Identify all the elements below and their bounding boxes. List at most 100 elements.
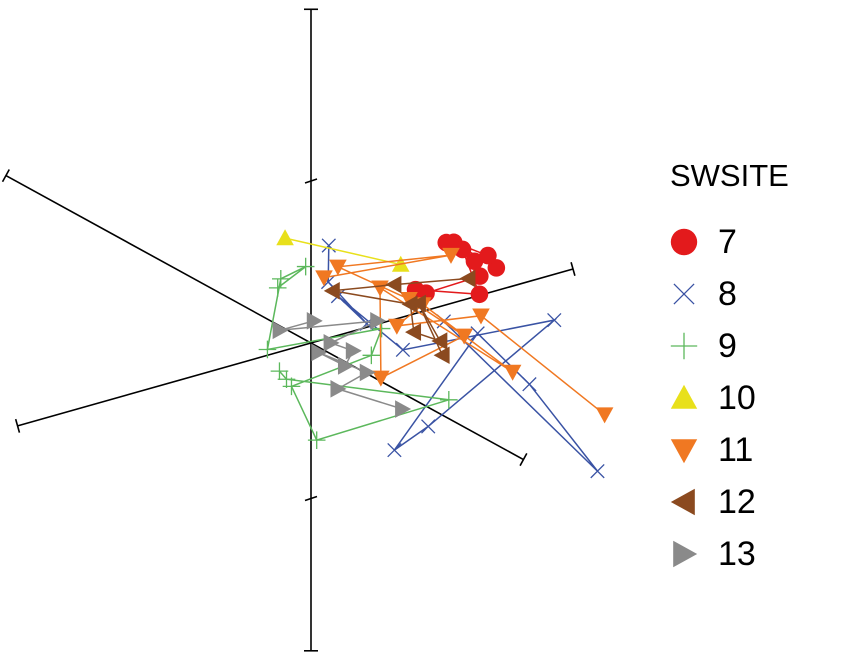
data-point-plus <box>268 279 287 297</box>
data-point-triangle-left <box>670 488 695 516</box>
legend-marker-triangle-down-icon <box>670 439 698 464</box>
series-13 <box>272 312 412 418</box>
data-point-circle <box>670 228 698 256</box>
data-point-x <box>590 463 605 479</box>
data-point-triangle-down <box>329 259 347 276</box>
data-point-triangle-down <box>455 328 473 345</box>
series-line <box>323 254 606 416</box>
data-point-triangle-right <box>673 540 698 568</box>
data-point-circle <box>465 252 484 271</box>
data-point-triangle-right <box>311 343 328 362</box>
data-point-triangle-left <box>433 346 450 365</box>
data-point-triangle-right <box>359 363 376 382</box>
data-point-triangle-down <box>372 370 390 387</box>
data-point-triangle-right <box>370 312 387 330</box>
series-line <box>279 320 403 410</box>
legend-item: 9 <box>670 320 789 372</box>
x-axis-end-tick <box>14 418 21 433</box>
data-point-x <box>395 342 411 357</box>
data-point-circle <box>479 246 497 265</box>
data-point-plus <box>277 370 296 389</box>
y-axis-end-tick <box>1 169 10 183</box>
legend-item: 10 <box>670 372 789 424</box>
data-point-triangle-right <box>337 357 354 375</box>
series-line <box>284 237 401 266</box>
series-8 <box>320 238 605 479</box>
data-point-triangle-right <box>345 341 362 360</box>
y-axis-end-tick <box>519 453 528 467</box>
data-point-triangle-left <box>401 295 418 314</box>
data-point-triangle-down <box>503 364 522 381</box>
data-point-plus <box>296 257 315 276</box>
data-point-x <box>673 283 695 305</box>
data-point-triangle-down <box>315 270 333 287</box>
data-point-plus <box>307 431 326 449</box>
data-point-triangle-right <box>306 312 323 330</box>
legend-marker-triangle-left-icon <box>670 488 695 516</box>
legend-label: 13 <box>718 534 756 573</box>
data-point-triangle-down <box>371 280 389 297</box>
data-point-plus <box>282 377 301 396</box>
legend-label: 10 <box>718 378 756 417</box>
data-point-x <box>387 442 402 458</box>
series-11 <box>315 247 614 424</box>
legend-item: 12 <box>670 476 789 528</box>
data-point-triangle-down <box>388 318 406 335</box>
data-point-triangle-up <box>276 229 294 246</box>
legend-marker-triangle-up-icon <box>670 384 698 409</box>
data-point-triangle-left <box>431 332 448 350</box>
data-point-triangle-down <box>472 308 490 325</box>
z-axis-tick <box>304 178 318 184</box>
legend-label: 12 <box>718 482 756 521</box>
series-12 <box>323 269 476 365</box>
data-point-triangle-right <box>395 400 412 418</box>
legend-label: 11 <box>718 430 754 469</box>
legend-label: 8 <box>718 274 737 313</box>
y-axis <box>5 174 524 461</box>
data-point-triangle-right <box>330 380 347 398</box>
data-point-x <box>421 419 436 434</box>
data-point-triangle-right <box>323 334 340 352</box>
legend-marker-triangle-right-icon <box>673 540 698 568</box>
legend-label: 9 <box>718 326 737 365</box>
legend-item: 11 <box>670 424 789 476</box>
data-point-plus <box>440 391 458 409</box>
legend-item: 7 <box>670 216 789 268</box>
data-point-triangle-left <box>459 269 476 288</box>
legend-title: SWSITE <box>670 158 789 193</box>
data-point-triangle-left <box>323 282 340 300</box>
data-point-circle <box>453 240 472 259</box>
legend: SWSITE 7 8 9 10 11 12 13 <box>670 158 789 580</box>
data-point-triangle-down <box>442 247 460 264</box>
legend-label: 7 <box>718 222 737 261</box>
x-axis <box>17 268 574 427</box>
legend-item: 8 <box>670 268 789 320</box>
data-point-circle <box>437 233 456 252</box>
data-point-plus <box>362 346 381 365</box>
data-point-triangle-left <box>385 275 402 294</box>
legend-items: 7 8 9 10 11 12 13 <box>670 216 789 580</box>
data-point-plus <box>670 332 698 360</box>
legend-marker-x-icon <box>673 283 695 305</box>
data-point-circle <box>487 259 506 277</box>
data-point-triangle-down <box>670 439 698 464</box>
data-point-triangle-down <box>400 291 418 308</box>
series-9 <box>258 257 458 449</box>
data-point-plus <box>270 362 289 380</box>
data-point-triangle-up <box>670 384 698 409</box>
x-axis-end-tick <box>570 262 576 276</box>
data-point-plus <box>272 270 290 288</box>
data-point-triangle-left <box>409 294 426 313</box>
data-point-triangle-down <box>595 407 614 424</box>
data-point-circle <box>470 285 489 304</box>
legend-marker-circle-icon <box>670 228 698 256</box>
data-point-x <box>522 377 537 392</box>
data-point-plus <box>258 340 277 359</box>
data-point-x <box>321 238 336 253</box>
data-point-x <box>547 312 562 328</box>
data-point-triangle-left <box>405 323 422 341</box>
legend-item: 13 <box>670 528 789 580</box>
data-point-x <box>470 326 485 341</box>
z-axis-tick <box>304 495 318 502</box>
